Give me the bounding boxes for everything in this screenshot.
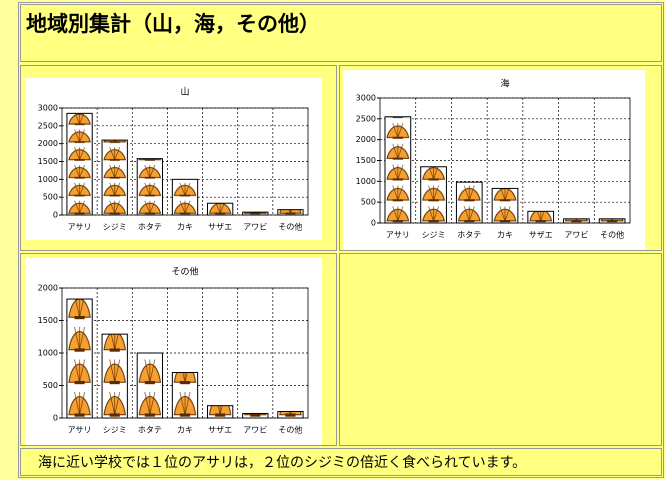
bar — [455, 181, 483, 224]
x-tick-label: アサリ — [386, 231, 410, 240]
x-tick-label: カキ — [497, 231, 513, 240]
y-tick-label: 1000 — [356, 177, 376, 186]
chart-title: 山 — [180, 87, 189, 98]
bar — [136, 158, 164, 216]
y-tick-label: 500 — [43, 193, 58, 202]
y-tick-label: 2000 — [356, 135, 376, 144]
y-tick-label: 1500 — [356, 156, 376, 165]
bar — [598, 218, 626, 224]
y-tick-label: 1500 — [38, 316, 58, 325]
cell — [339, 253, 662, 446]
title-cell — [20, 4, 662, 62]
bar — [136, 352, 164, 419]
bar — [101, 333, 128, 419]
x-tick-label: その他 — [278, 222, 302, 232]
x-tick-label: ホタテ — [138, 426, 162, 435]
chart: 海 0 500 1000 1500 2000 2500 3000 アサリ シジミ ホタテ カキ サザエ ア… — [343, 70, 645, 250]
bar — [206, 405, 234, 419]
footer-text: 海に近い学校では１位のアサリは，２位のシジミの倍近く食べられています。 — [38, 455, 527, 471]
bar — [206, 202, 234, 216]
x-tick-label: アワビ — [243, 223, 267, 232]
x-tick-label: アワビ — [243, 426, 267, 435]
bar — [277, 411, 304, 419]
chart-title: 海 — [500, 78, 509, 90]
x-tick-label: カキ — [177, 223, 193, 232]
y-tick-label: 3000 — [38, 104, 58, 113]
x-tick-label: サザエ — [208, 223, 232, 232]
footer-cell — [20, 448, 662, 476]
bar — [66, 112, 93, 216]
y-tick-label: 1500 — [38, 157, 58, 166]
x-tick-label: ホタテ — [457, 231, 481, 240]
y-tick-label: 0 — [53, 414, 58, 423]
y-tick-label: 500 — [43, 381, 58, 390]
bar — [171, 372, 199, 419]
x-tick-label: カキ — [177, 426, 193, 435]
x-tick-label: アワビ — [564, 231, 588, 240]
y-tick-label: 2500 — [38, 121, 58, 130]
x-tick-label: シジミ — [103, 223, 127, 232]
chart: 山 0 500 1000 1500 2000 2500 3000 アサリ シジミ ホタテ カキ サザエ ア… — [25, 78, 322, 240]
x-tick-label: アサリ — [68, 223, 92, 232]
bar — [242, 412, 269, 419]
chart: その他 0 500 1000 1500 2000 アサリ シジミ ホタテ カキ サザエ アワビ その他 — [25, 258, 322, 445]
x-tick-label: その他 — [278, 425, 302, 435]
x-tick-label: サザエ — [208, 426, 232, 435]
y-tick-label: 2000 — [38, 139, 58, 148]
y-tick-label: 0 — [371, 219, 376, 228]
y-tick-label: 1000 — [38, 349, 58, 358]
y-tick-label: 2500 — [356, 114, 376, 123]
chart-title: その他 — [171, 266, 198, 278]
y-tick-label: 3000 — [356, 94, 376, 103]
x-tick-label: シジミ — [103, 426, 127, 435]
page-title: 地域別集計（山，海，その他） — [26, 11, 320, 36]
x-tick-label: シジミ — [422, 231, 446, 240]
y-tick-label: 1000 — [38, 175, 58, 184]
bar — [242, 211, 269, 216]
x-tick-label: ホタテ — [138, 223, 162, 232]
bar — [563, 218, 590, 224]
bar — [101, 139, 128, 216]
bar — [420, 166, 447, 224]
bar — [277, 209, 304, 216]
bar — [66, 298, 93, 419]
y-tick-label: 2000 — [38, 284, 58, 293]
bar — [491, 187, 519, 224]
bar — [171, 178, 199, 216]
bar — [384, 116, 412, 224]
x-tick-label: アサリ — [68, 426, 92, 435]
x-tick-label: サザエ — [529, 231, 553, 240]
bar — [527, 210, 555, 224]
x-tick-label: その他 — [600, 230, 624, 240]
y-tick-label: 500 — [361, 198, 376, 207]
y-tick-label: 0 — [53, 211, 58, 220]
